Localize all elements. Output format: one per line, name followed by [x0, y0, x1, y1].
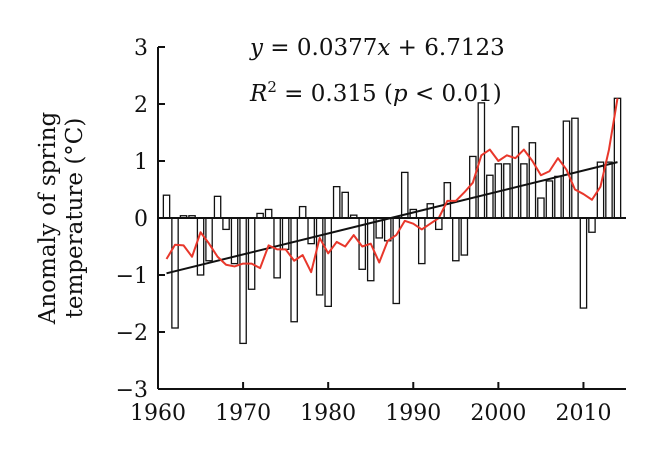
bar-1982: [341, 191, 349, 219]
bar-2010: [579, 217, 588, 309]
eq-tail: + 6.7123: [390, 35, 504, 61]
red-series-line: [165, 98, 619, 274]
r2-r: R: [249, 81, 267, 107]
red-line-group: [165, 98, 619, 274]
bar-1977: [298, 205, 307, 219]
bar-2004: [528, 142, 537, 219]
bar-2003: [520, 163, 528, 219]
x-tick-label-1960: 1960: [130, 401, 186, 426]
bars-group: [162, 97, 622, 345]
regression-equation: y = 0.0377x + 6.7123: [249, 35, 505, 61]
y-tick-label-1: 2: [134, 93, 148, 118]
bar-1968: [222, 217, 230, 231]
r2-sup: 2: [267, 78, 277, 96]
bar-2005: [537, 197, 545, 219]
eq-y: y: [249, 35, 264, 61]
y-tick-label-2: 1: [134, 150, 148, 175]
r2-tail: < 0.01): [408, 81, 502, 107]
bar-1989: [400, 171, 409, 219]
bar-1991: [417, 217, 426, 265]
bar-1978: [307, 217, 315, 245]
bar-1992: [426, 203, 435, 219]
x-tick-label-1980: 1980: [300, 401, 356, 426]
x-tick-label-2010: 2010: [555, 401, 611, 426]
eq-rest: = 0.0377: [263, 35, 377, 61]
bar-1997: [469, 155, 477, 219]
x-tick-label-2000: 2000: [470, 401, 526, 426]
y-tick-label-0: 3: [134, 36, 148, 61]
y-tick-label-4: −1: [116, 264, 148, 289]
bar-1967: [213, 195, 222, 219]
bar-1973: [264, 208, 273, 219]
r2-mid: = 0.315 (: [277, 81, 393, 107]
bar-1976: [290, 217, 298, 323]
bar-2007: [554, 175, 562, 219]
axes-group: [157, 46, 626, 390]
bar-2011: [588, 217, 596, 233]
bar-2002: [511, 126, 520, 219]
r-squared-annotation: R2 = 0.315 (p < 0.01): [249, 78, 502, 107]
y-axis-title: Anomaly of spring temperature (°C): [35, 111, 88, 325]
bar-1999: [486, 174, 494, 219]
bar-2006: [545, 180, 554, 219]
y-axis-title-line2: temperature (°C): [62, 118, 88, 319]
r2-p: p: [393, 81, 408, 107]
bar-1981: [332, 185, 341, 219]
bar-2009: [571, 117, 579, 219]
x-tick-label-1990: 1990: [385, 401, 441, 426]
eq-x: x: [377, 35, 390, 61]
bar-1962: [171, 217, 179, 329]
bar-1980: [324, 217, 332, 307]
y-tick-label-3: 0: [134, 207, 148, 232]
x-tick-label-1970: 1970: [215, 401, 271, 426]
bar-1970: [239, 217, 247, 345]
bar-1995: [452, 217, 460, 262]
y-axis-title-line1: Anomaly of spring: [35, 111, 61, 325]
bar-1996: [460, 217, 469, 256]
y-tick-label-6: −3: [116, 378, 148, 403]
bar-1979: [315, 217, 324, 296]
bar-1987: [383, 217, 392, 242]
bar-1961: [162, 194, 171, 219]
y-tick-label-5: −2: [116, 321, 148, 346]
bar-2013: [605, 161, 613, 219]
